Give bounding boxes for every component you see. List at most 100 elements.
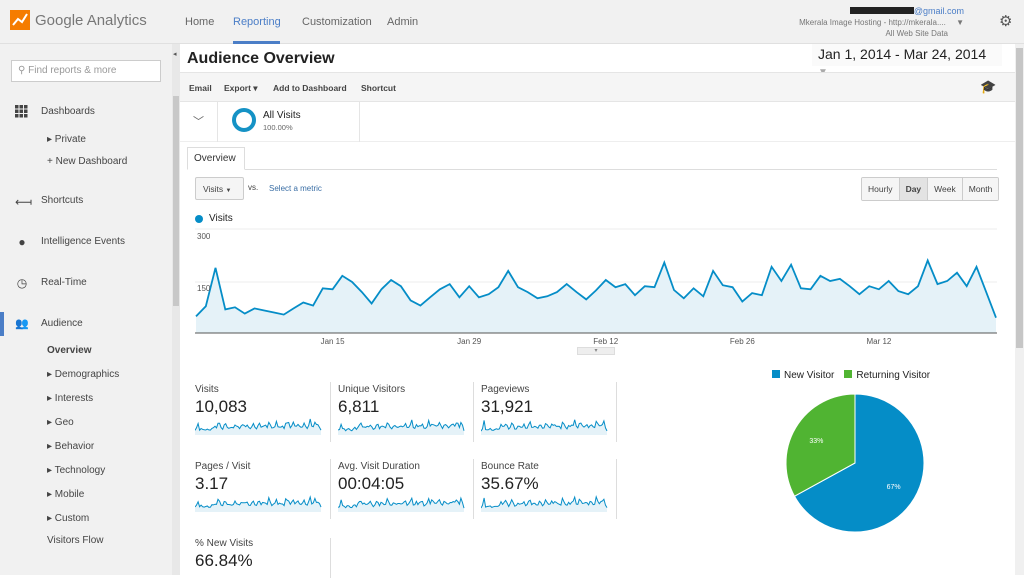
divider xyxy=(330,382,331,442)
metric--new-visits[interactable]: % New Visits 66.84% xyxy=(195,538,325,571)
main-scroll-thumb[interactable] xyxy=(1016,48,1023,348)
sparkline-area xyxy=(195,419,321,435)
granularity-month[interactable]: Month xyxy=(962,178,999,200)
metric-value: 66.84% xyxy=(195,551,253,570)
account-selector[interactable]: @gmail.com Mkerala Image Hosting - http:… xyxy=(799,6,964,39)
legend-swatch xyxy=(844,370,853,378)
add-to-dashboard-button[interactable]: Add to Dashboard xyxy=(273,83,347,93)
lightbulb-icon: ● xyxy=(18,235,26,249)
pie-slice-label: 67% xyxy=(887,484,901,491)
date-range-value: Jan 1, 2014 - Mar 24, 2014 xyxy=(818,46,987,62)
sidebar-item-custom[interactable]: ▸ Custom xyxy=(47,513,90,524)
select-metric-link[interactable]: Select a metric xyxy=(269,184,322,193)
metric-unique-visitors[interactable]: Unique Visitors 6,811 xyxy=(337,384,468,442)
metric-label: Avg. Visit Duration xyxy=(338,461,420,472)
sidebar-item-intelligence-events[interactable]: Intelligence Events xyxy=(41,236,125,247)
sidebar-item-mobile[interactable]: ▸ Mobile xyxy=(47,489,85,500)
pie-legend-new[interactable]: New Visitor xyxy=(772,370,834,381)
sparkline-line xyxy=(337,418,465,432)
metric-pageviews[interactable]: Pageviews 31,921 xyxy=(480,384,611,442)
metric-label: Unique Visitors xyxy=(338,384,406,395)
x-tick-label: Feb 12 xyxy=(593,337,618,346)
account-view: All Web Site Data xyxy=(885,29,948,38)
nav-home[interactable]: Home xyxy=(185,16,215,28)
metric-dropdown[interactable]: Visits ▼ xyxy=(195,177,244,200)
sparkline-line xyxy=(194,418,322,432)
sidebar-item-real-time[interactable]: Real-Time xyxy=(41,277,87,288)
report-toolbar xyxy=(180,72,1015,102)
metric-bounce-rate[interactable]: Bounce Rate 35.67% xyxy=(480,461,611,519)
pie-slice-returning-visitor[interactable] xyxy=(785,393,856,497)
sidebar-item-interests[interactable]: ▸ Interests xyxy=(47,393,94,404)
divider xyxy=(330,459,331,519)
sidebar-scrollbar[interactable] xyxy=(172,44,180,575)
nav-customization[interactable]: Customization xyxy=(302,16,372,28)
granularity-hourly[interactable]: Hourly xyxy=(862,178,900,200)
dropdown-arrow-icon: ▼ xyxy=(225,188,232,194)
chart-resize-handle[interactable]: ▾ xyxy=(577,347,615,355)
sidebar-scroll-thumb[interactable] xyxy=(173,96,179,306)
metric-dropdown-value: Visits xyxy=(203,184,224,194)
sidebar-item-visitors-flow[interactable]: Visitors Flow xyxy=(47,535,104,546)
metric-sparkline xyxy=(480,494,608,512)
sidebar xyxy=(0,44,172,575)
metric-value: 10,083 xyxy=(195,397,247,416)
graduation-cap-icon[interactable]: 🎓 xyxy=(980,79,997,94)
nav-reporting[interactable]: Reporting xyxy=(233,16,281,28)
metric-label: Bounce Rate xyxy=(481,461,539,472)
active-section-indicator xyxy=(0,312,4,336)
clock-icon: ◷ xyxy=(16,276,28,290)
sidebar-item-behavior[interactable]: ▸ Behavior xyxy=(47,441,95,452)
nav-admin[interactable]: Admin xyxy=(387,16,419,28)
date-range-picker[interactable]: Jan 1, 2014 - Mar 24, 2014 ▼ xyxy=(812,44,1002,78)
sidebar-item-geo[interactable]: ▸ Geo xyxy=(47,417,74,428)
chevron-down-icon[interactable]: ﹀ xyxy=(193,116,204,128)
divider xyxy=(473,459,474,519)
granularity-day[interactable]: Day xyxy=(899,178,929,200)
gear-icon[interactable]: ⚙ xyxy=(999,13,1013,30)
segment-name[interactable]: All Visits xyxy=(263,110,301,121)
sparkline-line xyxy=(480,494,608,509)
tab-divider xyxy=(187,169,997,170)
metric-avg-visit-duration[interactable]: Avg. Visit Duration 00:04:05 xyxy=(337,461,468,519)
tab-overview[interactable]: Overview xyxy=(187,147,245,170)
metric-value: 00:04:05 xyxy=(338,474,405,493)
metric-sparkline xyxy=(194,418,322,435)
email-button[interactable]: Email xyxy=(189,83,212,93)
collapse-sidebar-icon[interactable]: ◂ xyxy=(173,51,177,58)
sidebar-item-shortcuts[interactable]: Shortcuts xyxy=(41,195,84,206)
sidebar-item-audience[interactable]: Audience xyxy=(41,318,83,329)
analytics-logo-icon xyxy=(10,10,30,30)
visits-area xyxy=(196,260,996,333)
sidebar-item-overview[interactable]: Overview xyxy=(47,345,92,356)
google-analytics-logo[interactable]: Google Analytics xyxy=(10,10,147,30)
account-dropdown-icon[interactable]: ▼ xyxy=(956,18,964,27)
metric-label: Visits xyxy=(195,384,219,395)
pie-slice-new-visitor[interactable] xyxy=(793,393,925,533)
granularity-week[interactable]: Week xyxy=(928,178,963,200)
pie-legend-returning[interactable]: Returning Visitor xyxy=(844,370,930,381)
divider xyxy=(473,382,474,442)
dashboards-grid-icon xyxy=(15,105,28,118)
metric-value: 3.17 xyxy=(195,474,229,493)
audience-people-icon: 👥 xyxy=(15,318,29,330)
sidebar-item-demographics[interactable]: ▸ Demographics xyxy=(47,369,120,380)
metric-label: Pageviews xyxy=(481,384,530,395)
y-tick-150: 150 xyxy=(197,284,211,293)
segment-ring-icon xyxy=(232,108,256,132)
metric-value: 6,811 xyxy=(338,397,380,416)
sidebar-item-dashboards[interactable]: Dashboards xyxy=(41,106,95,117)
sidebar-item-new-dashboard[interactable]: + New Dashboard xyxy=(47,156,128,167)
sidebar-item-private[interactable]: ▸ Private xyxy=(47,134,86,145)
metric-visits[interactable]: Visits 10,083 xyxy=(194,384,325,442)
legend-label: Visits xyxy=(209,213,233,224)
metric-sparkline xyxy=(337,418,465,435)
divider xyxy=(616,382,617,442)
shortcut-button[interactable]: Shortcut xyxy=(361,83,396,93)
search-input[interactable]: ⚲ Find reports & more xyxy=(11,60,161,82)
divider xyxy=(359,102,360,142)
metric-value: 31,921 xyxy=(481,397,533,416)
export-button[interactable]: Export ▾ xyxy=(224,83,258,93)
metric-pages-visit[interactable]: Pages / Visit 3.17 xyxy=(194,461,325,519)
sidebar-item-technology[interactable]: ▸ Technology xyxy=(47,465,106,476)
